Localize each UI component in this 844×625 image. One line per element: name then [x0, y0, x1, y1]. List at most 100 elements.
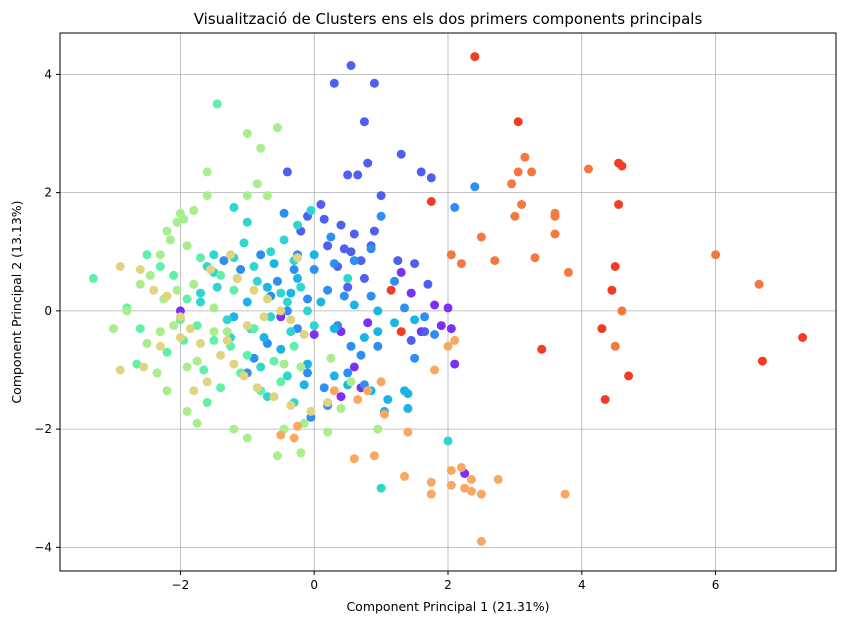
cluster-1-point: [406, 335, 416, 345]
chart-title: Visualització de Clusters ens els dos pr…: [194, 10, 703, 28]
cluster-1-point: [319, 214, 329, 224]
cluster-10-point: [470, 52, 480, 62]
y-axis-ticks: −4 −2 0 2 4: [34, 67, 60, 554]
y-tick-label: −4: [34, 540, 52, 554]
cluster-3-point: [316, 297, 326, 307]
cluster-7-point: [175, 312, 185, 322]
cluster-2-point: [390, 276, 399, 286]
cluster-0-point: [430, 300, 440, 310]
cluster-3-point: [390, 318, 399, 328]
cluster-8-point: [446, 480, 456, 490]
cluster-6-point: [222, 327, 232, 337]
cluster-6-point: [189, 279, 199, 289]
cluster-7-point: [252, 383, 262, 393]
cluster-3-point: [269, 259, 279, 269]
cluster-4-point: [239, 238, 249, 248]
cluster-4-point: [376, 483, 386, 493]
cluster-7-point: [139, 362, 149, 372]
cluster-4-point: [196, 288, 205, 298]
cluster-7-point: [226, 250, 236, 260]
cluster-6-point: [272, 123, 282, 133]
cluster-4-point: [209, 250, 219, 260]
cluster-4-point: [309, 321, 319, 331]
cluster-6-point: [162, 226, 172, 236]
cluster-5-point: [216, 270, 226, 280]
cluster-0-point: [396, 267, 406, 277]
cluster-4-point: [279, 235, 289, 245]
cluster-7-point: [206, 265, 215, 274]
cluster-2-point: [219, 256, 229, 266]
cluster-9-point: [610, 341, 620, 351]
cluster-2-point: [349, 256, 359, 266]
cluster-1-point: [353, 170, 363, 180]
cluster-7-point: [155, 341, 165, 351]
cluster-9-point: [510, 211, 520, 221]
cluster-4-point: [276, 288, 286, 298]
cluster-7-point: [269, 392, 279, 402]
cluster-2-point: [319, 383, 329, 393]
cluster-0-point: [446, 324, 456, 334]
cluster-5-point: [135, 324, 145, 334]
cluster-6-point: [346, 377, 356, 387]
cluster-5-point: [169, 270, 179, 280]
cluster-6-point: [299, 418, 309, 428]
cluster-9-point: [527, 167, 537, 177]
cluster-5-point: [209, 335, 219, 345]
cluster-1-point: [356, 256, 366, 266]
cluster-3-point: [349, 300, 359, 310]
cluster-7-point: [306, 406, 316, 416]
cluster-2-point: [366, 244, 376, 254]
cluster-2-point: [346, 341, 356, 351]
cluster-5-point: [276, 377, 286, 387]
cluster-7-point: [229, 359, 239, 369]
x-tick-label: 0: [310, 578, 318, 592]
cluster-1-point: [376, 191, 386, 201]
cluster-2-point: [376, 211, 386, 221]
y-tick-label: 0: [44, 304, 52, 318]
cluster-6-point: [192, 356, 202, 366]
cluster-8-point: [329, 386, 339, 396]
cluster-3-point: [309, 250, 319, 260]
cluster-2-point: [236, 265, 246, 274]
cluster-8-point: [400, 471, 409, 481]
cluster-8-point: [349, 454, 359, 464]
cluster-2-point: [289, 265, 299, 274]
cluster-1-point: [343, 170, 353, 180]
cluster-8-point: [466, 486, 476, 496]
cluster-1-point: [349, 229, 359, 239]
cluster-5-point: [229, 285, 239, 295]
cluster-6-point: [242, 191, 252, 201]
x-axis-ticks: −2 0 2 4 6: [172, 571, 719, 592]
cluster-10-point: [597, 324, 607, 334]
cluster-7-point: [175, 333, 185, 342]
cluster-1-point: [396, 149, 406, 159]
y-tick-label: −2: [34, 422, 52, 436]
cluster-6-point: [272, 451, 282, 461]
data-points: [88, 52, 808, 546]
cluster-9-point: [530, 253, 540, 263]
cluster-10-point: [426, 197, 436, 206]
cluster-0-point: [309, 330, 319, 339]
cluster-8-point: [446, 466, 456, 475]
cluster-2-point: [356, 350, 366, 360]
cluster-2-point: [343, 368, 353, 378]
cluster-2-point: [323, 285, 333, 295]
x-tick-label: 2: [444, 578, 452, 592]
cluster-8-point: [363, 386, 373, 396]
cluster-9-point: [563, 267, 573, 277]
cluster-8-point: [560, 489, 570, 499]
cluster-9-point: [584, 164, 593, 174]
cluster-5-point: [249, 324, 259, 334]
cluster-10-point: [617, 161, 627, 171]
cluster-3-point: [373, 306, 383, 316]
cluster-7-point: [286, 315, 296, 325]
cluster-6-point: [242, 433, 252, 443]
cluster-8-point: [426, 489, 436, 499]
cluster-8-point: [426, 477, 436, 487]
cluster-2-point: [366, 291, 376, 301]
cluster-7-point: [149, 285, 159, 295]
cluster-7-point: [222, 335, 232, 345]
cluster-2-point: [279, 208, 289, 218]
cluster-1-point: [359, 117, 369, 127]
